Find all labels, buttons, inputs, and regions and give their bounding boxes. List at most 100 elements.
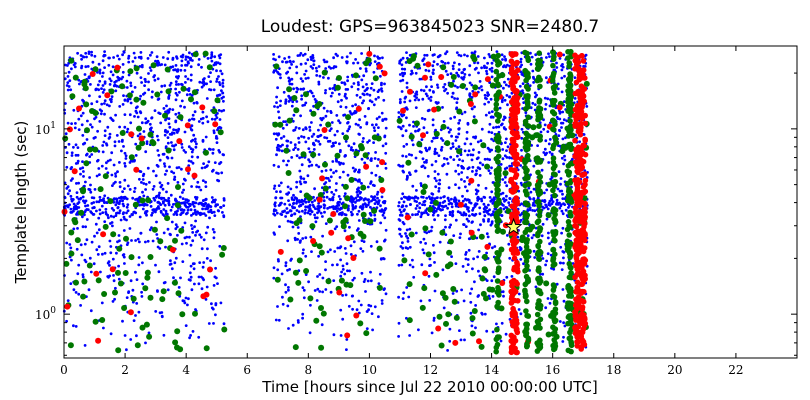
trigger-point (81, 275, 85, 279)
trigger-point (307, 136, 310, 140)
trigger-point (446, 126, 450, 130)
trigger-point (433, 218, 436, 222)
trigger-point (65, 165, 69, 169)
dense-column-point (536, 97, 543, 104)
trigger-point (158, 158, 162, 162)
trigger-point (468, 292, 472, 295)
trigger-point (204, 185, 208, 189)
trigger-point (154, 195, 158, 199)
trigger-point (73, 62, 77, 65)
trigger-point (358, 133, 361, 136)
trigger-point (365, 88, 368, 91)
trigger-point (113, 140, 117, 144)
dense-column-point (534, 348, 541, 354)
trigger-point (294, 238, 297, 242)
trigger-point (191, 262, 195, 266)
trigger-point (381, 119, 385, 122)
trigger-point (466, 167, 470, 171)
trigger-point (63, 77, 67, 81)
trigger-point-mid (127, 68, 134, 75)
trigger-point (287, 327, 290, 330)
dense-column-point (537, 225, 543, 231)
trigger-point (214, 276, 218, 280)
trigger-point (69, 194, 73, 198)
trigger-point (485, 251, 488, 255)
trigger-point (377, 201, 380, 205)
trigger-point (141, 207, 145, 211)
trigger-point (183, 221, 187, 225)
trigger-point (316, 275, 319, 278)
trigger-point (405, 286, 409, 289)
trigger-point (290, 104, 294, 108)
trigger-point (95, 231, 99, 235)
dense-column-point (513, 161, 519, 168)
trigger-point (443, 218, 447, 222)
trigger-point (365, 327, 369, 330)
trigger-point (191, 161, 195, 165)
trigger-point (536, 144, 539, 148)
trigger-point (548, 150, 552, 154)
trigger-point (355, 308, 359, 312)
trigger-point (108, 239, 112, 243)
trigger-point (221, 81, 225, 85)
trigger-point (548, 199, 552, 203)
trigger-point (563, 74, 566, 78)
trigger-point (160, 197, 163, 201)
trigger-point (200, 247, 204, 251)
trigger-point (450, 205, 454, 209)
trigger-point (335, 263, 339, 267)
trigger-point (475, 169, 478, 173)
trigger-point (137, 310, 141, 314)
trigger-point (215, 137, 219, 140)
trigger-point (562, 299, 566, 303)
trigger-point (414, 129, 417, 133)
trigger-point (121, 199, 124, 203)
trigger-point (208, 147, 211, 151)
trigger-point-mid (484, 163, 491, 170)
trigger-point (298, 53, 302, 57)
trigger-point (352, 240, 356, 244)
dense-column-point (522, 268, 528, 274)
trigger-point (465, 217, 469, 221)
trigger-point (325, 136, 329, 140)
trigger-point (95, 200, 99, 204)
trigger-point (431, 123, 435, 127)
trigger-point (103, 220, 107, 224)
trigger-point (151, 90, 154, 94)
trigger-point-high (400, 107, 406, 114)
trigger-point-high (321, 127, 328, 133)
trigger-point (360, 78, 364, 82)
trigger-point (200, 65, 203, 69)
trigger-point-mid (192, 51, 199, 58)
trigger-point (125, 296, 129, 299)
trigger-point (103, 194, 107, 198)
trigger-point (148, 66, 152, 69)
trigger-point (288, 96, 292, 100)
trigger-point (126, 203, 130, 207)
trigger-point (75, 247, 79, 251)
trigger-point-mid (97, 186, 104, 193)
trigger-point (169, 208, 173, 212)
trigger-point-mid (203, 149, 209, 156)
trigger-point (348, 125, 352, 129)
trigger-point (277, 318, 281, 322)
trigger-point (339, 197, 342, 201)
trigger-point (129, 121, 133, 125)
trigger-point (303, 73, 306, 76)
trigger-point (306, 211, 310, 215)
trigger-point (199, 235, 203, 239)
trigger-point (544, 306, 548, 310)
trigger-point (451, 292, 455, 295)
trigger-point (81, 134, 85, 137)
trigger-point (335, 225, 339, 229)
trigger-point (174, 120, 178, 124)
trigger-point (183, 177, 186, 181)
trigger-point (153, 78, 157, 82)
dense-column-point (494, 341, 501, 348)
trigger-point (89, 83, 92, 86)
trigger-point (555, 61, 558, 65)
trigger-point (103, 54, 107, 57)
trigger-point (100, 204, 104, 208)
trigger-point (508, 164, 511, 168)
trigger-point (471, 170, 474, 173)
